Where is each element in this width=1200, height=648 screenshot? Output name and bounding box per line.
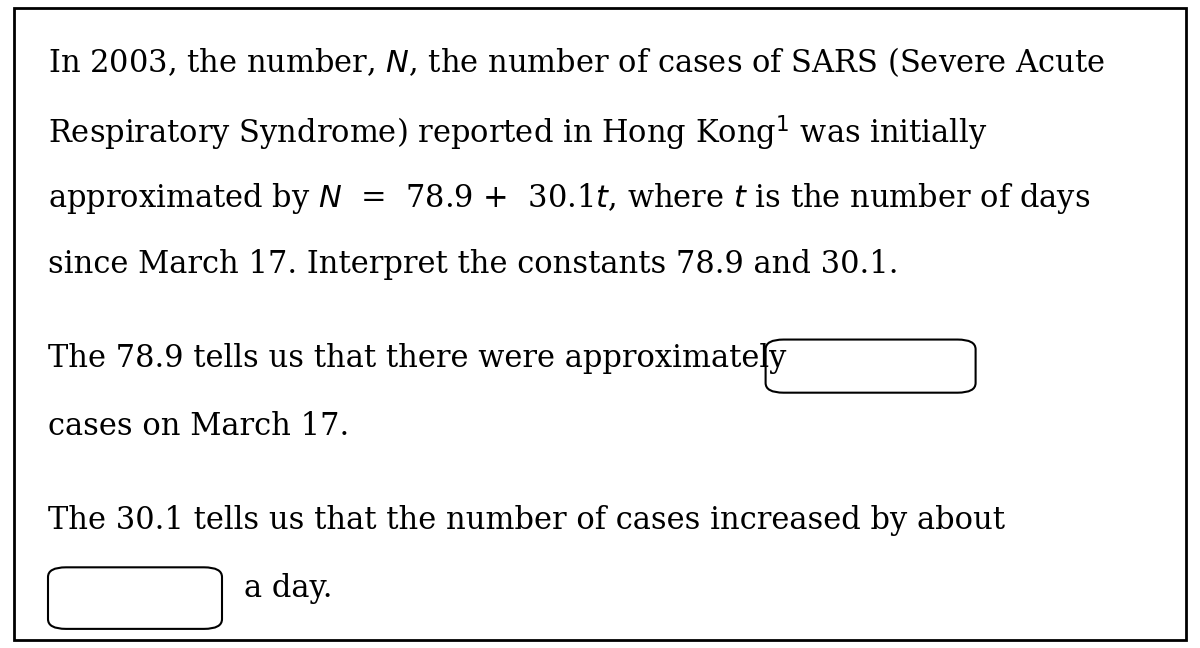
Text: In 2003, the number, $N$, the number of cases of SARS (Severe Acute: In 2003, the number, $N$, the number of … xyxy=(48,45,1105,79)
Text: Respiratory Syndrome) reported in Hong Kong$^1$ was initially: Respiratory Syndrome) reported in Hong K… xyxy=(48,113,988,153)
FancyBboxPatch shape xyxy=(766,340,976,393)
FancyBboxPatch shape xyxy=(48,567,222,629)
Text: since March 17. Interpret the constants 78.9 and 30.1.: since March 17. Interpret the constants … xyxy=(48,249,899,281)
Text: The 78.9 tells us that there were approximately: The 78.9 tells us that there were approx… xyxy=(48,343,786,375)
Text: approximated by $N$  =  78.9 +  30.1$t$, where $t$ is the number of days: approximated by $N$ = 78.9 + 30.1$t$, wh… xyxy=(48,181,1090,216)
Text: a day.: a day. xyxy=(244,573,332,605)
Text: cases on March 17.: cases on March 17. xyxy=(48,411,349,443)
FancyBboxPatch shape xyxy=(14,8,1186,640)
Text: The 30.1 tells us that the number of cases increased by about: The 30.1 tells us that the number of cas… xyxy=(48,505,1006,537)
